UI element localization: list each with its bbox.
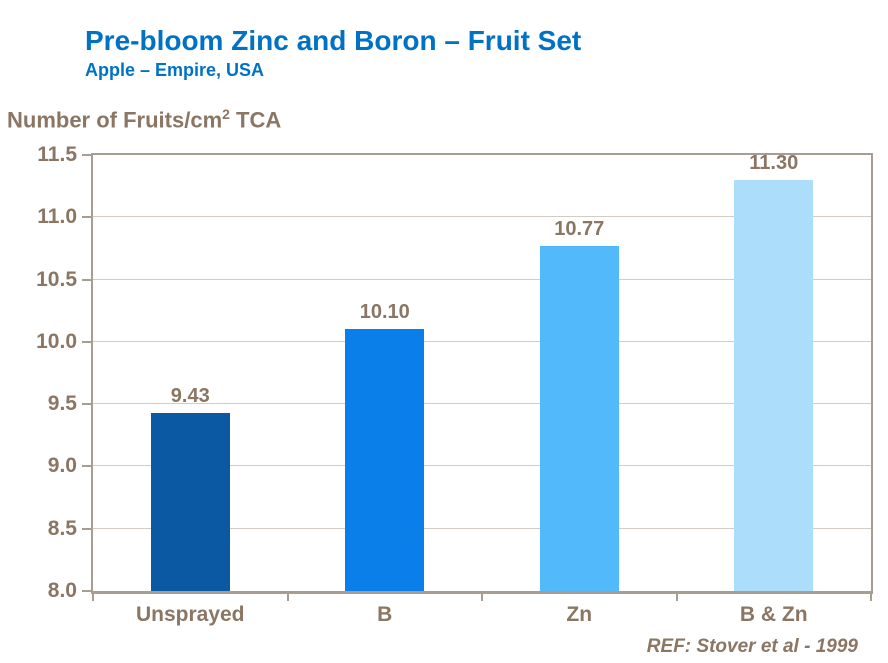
gridline — [93, 340, 871, 342]
y-tick-mark — [82, 216, 91, 219]
y-tick-label: 8.5 — [47, 516, 77, 540]
y-tick-label: 10.0 — [36, 329, 77, 353]
bar-b-zn — [734, 179, 814, 591]
x-tick-mark — [481, 594, 483, 601]
bar-value-label: 11.30 — [749, 151, 799, 174]
y-tick-mark — [82, 340, 91, 343]
y-tick-label: 9.5 — [47, 392, 77, 416]
bar-b — [345, 329, 425, 591]
reference-text: REF: Stover et al - 1999 — [646, 636, 858, 657]
gridline — [93, 527, 871, 529]
bar-value-label: 10.77 — [554, 217, 605, 240]
y-tick-label: 11.0 — [37, 205, 77, 229]
x-tick-mark — [287, 594, 289, 601]
chart-title: Pre-bloom Zinc and Boron – Fruit Set — [85, 25, 582, 56]
gridline — [93, 403, 871, 405]
y-tick-mark — [82, 465, 91, 468]
x-tick-mark — [676, 594, 678, 601]
title-block: Pre-bloom Zinc and Boron – Fruit Set App… — [85, 25, 582, 81]
x-axis-label: Unsprayed — [135, 603, 245, 626]
y-axis-title-suffix: TCA — [229, 107, 282, 133]
gridline — [93, 465, 871, 467]
x-axis-label: B — [377, 603, 393, 626]
bar-zn — [539, 245, 619, 591]
y-tick-mark — [82, 590, 91, 592]
y-tick-mark — [82, 527, 91, 530]
gridline — [93, 278, 871, 280]
y-tick-mark — [82, 278, 91, 281]
y-axis-title-superscript: 2 — [222, 106, 230, 122]
y-axis-title-prefix: Number of Fruits/cm — [7, 107, 223, 133]
plot-area: 8.0 8.5 9.0 9.5 10.0 10.5 11.0 11.5 9.43 Unspraye… — [36, 143, 873, 626]
y-axis-title: Number of Fruits/cm2 TCA — [7, 106, 281, 133]
y-tick-label: 11.5 — [37, 143, 77, 166]
gridline — [93, 216, 871, 218]
bar-value-label: 9.43 — [170, 384, 210, 407]
x-tick-mark — [92, 594, 94, 601]
y-tick-label: 9.0 — [47, 454, 77, 478]
y-tick-mark — [82, 403, 91, 406]
x-tick-mark — [870, 594, 872, 601]
bar-unsprayed — [150, 412, 230, 591]
bar-value-label: 10.10 — [359, 301, 410, 324]
x-axis-label: B & Zn — [739, 603, 808, 626]
y-tick-mark — [82, 154, 91, 156]
y-tick-label: 10.5 — [36, 267, 77, 291]
y-tick-label: 8.0 — [47, 579, 77, 602]
chart-subtitle: Apple – Empire, USA — [85, 60, 265, 80]
x-axis-label: Zn — [566, 603, 593, 626]
